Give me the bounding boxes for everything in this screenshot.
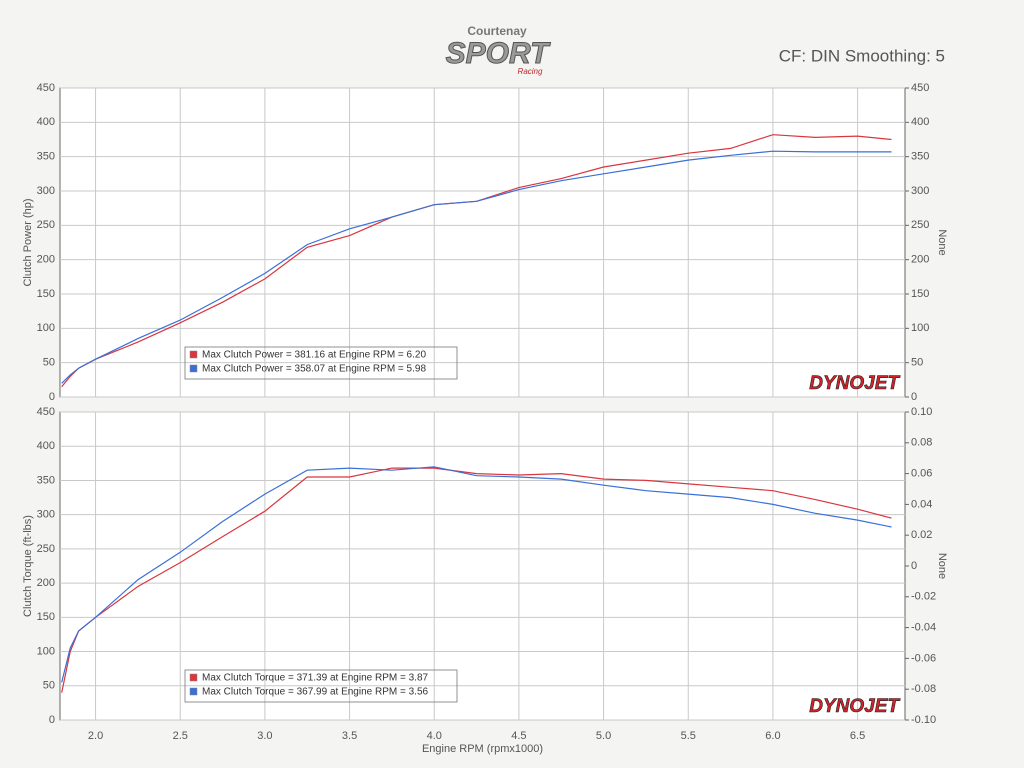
y-tick-label: 250 (37, 543, 55, 555)
legend-swatch (189, 364, 198, 373)
legend-label: Max Clutch Power = 381.16 at Engine RPM … (202, 350, 426, 361)
plot-area (59, 411, 906, 721)
x-tick-label: 5.5 (681, 730, 696, 742)
y2-tick-label: 50 (911, 357, 923, 369)
x-tick-label: 2.0 (88, 730, 103, 742)
x-tick-label: 4.0 (427, 730, 442, 742)
y-tick-label: 300 (37, 509, 55, 521)
y-tick-label: 0 (49, 391, 55, 403)
series-line (61, 466, 892, 683)
legend-box (184, 346, 458, 380)
y-tick-label: 450 (37, 406, 55, 418)
y2-tick-label: 0.02 (911, 529, 932, 541)
y-tick-label: 50 (43, 357, 55, 369)
y2-tick-label: 0.08 (911, 437, 932, 449)
y2-tick-label: -0.02 (911, 591, 936, 603)
x-tick-label: 5.0 (596, 730, 611, 742)
x-tick-label: 3.0 (257, 730, 272, 742)
y2-tick-label: 450 (911, 82, 929, 94)
plot-area (59, 87, 906, 398)
y2-tick-label: 0 (911, 391, 917, 403)
y2-tick-label: 250 (911, 219, 929, 231)
y-tick-label: 450 (37, 82, 55, 94)
y2-tick-label: 350 (911, 151, 929, 163)
y2-tick-label: 300 (911, 185, 929, 197)
legend-swatch (189, 350, 198, 359)
y-tick-label: 0 (49, 714, 55, 726)
y-tick-label: 100 (37, 645, 55, 657)
y2-tick-label: 400 (911, 116, 929, 128)
y-tick-label: 150 (37, 611, 55, 623)
y-tick-label: 350 (37, 474, 55, 486)
y2-tick-label: -0.08 (911, 683, 936, 695)
y2-axis-title: None (936, 229, 948, 255)
legend-swatch (189, 687, 198, 696)
settings: CF: DIN Smoothing: 5 (779, 46, 945, 65)
x-axis-title: Engine RPM (rpmx1000) (422, 743, 543, 755)
watermark: DYNOJET (809, 696, 900, 717)
x-tick-label: 3.5 (342, 730, 357, 742)
y2-tick-label: -0.10 (911, 714, 936, 726)
y-tick-label: 200 (37, 577, 55, 589)
y2-tick-label: 0.06 (911, 468, 932, 480)
y2-tick-label: -0.04 (911, 622, 936, 634)
x-tick-label: 4.5 (511, 730, 526, 742)
legend-box (184, 669, 458, 703)
y-tick-label: 350 (37, 151, 55, 163)
y-tick-label: 200 (37, 254, 55, 266)
y2-tick-label: 0 (911, 560, 917, 572)
y2-tick-label: -0.06 (911, 652, 936, 664)
y2-tick-label: 150 (911, 288, 929, 300)
y-tick-label: 150 (37, 288, 55, 300)
y-axis-title: Clutch Power (hp) (22, 198, 34, 286)
logo-main: SPORT (446, 37, 551, 70)
y2-tick-label: 0.04 (911, 498, 932, 510)
logo-top: Courtenay (467, 24, 527, 38)
y-tick-label: 100 (37, 322, 55, 334)
y-tick-label: 400 (37, 116, 55, 128)
y-axis-title: Clutch Torque (ft-lbs) (22, 515, 34, 617)
watermark: DYNOJET (809, 373, 900, 394)
legend-label: Max Clutch Power = 358.07 at Engine RPM … (202, 364, 426, 375)
y-tick-label: 250 (37, 219, 55, 231)
series-line (61, 467, 892, 693)
x-tick-label: 6.0 (765, 730, 780, 742)
legend-label: Max Clutch Torque = 371.39 at Engine RPM… (202, 673, 429, 684)
legend-label: Max Clutch Torque = 367.99 at Engine RPM… (202, 687, 429, 698)
series-line (61, 150, 892, 384)
x-tick-label: 2.5 (173, 730, 188, 742)
y-tick-label: 50 (43, 680, 55, 692)
y-tick-label: 300 (37, 185, 55, 197)
legend-swatch (189, 673, 198, 682)
y-tick-label: 400 (37, 440, 55, 452)
y2-tick-label: 0.10 (911, 406, 932, 418)
y2-tick-label: 100 (911, 322, 929, 334)
y2-tick-label: 200 (911, 254, 929, 266)
logo-sub: Racing (518, 67, 543, 76)
x-tick-label: 6.5 (850, 730, 865, 742)
y2-axis-title: None (936, 553, 948, 579)
